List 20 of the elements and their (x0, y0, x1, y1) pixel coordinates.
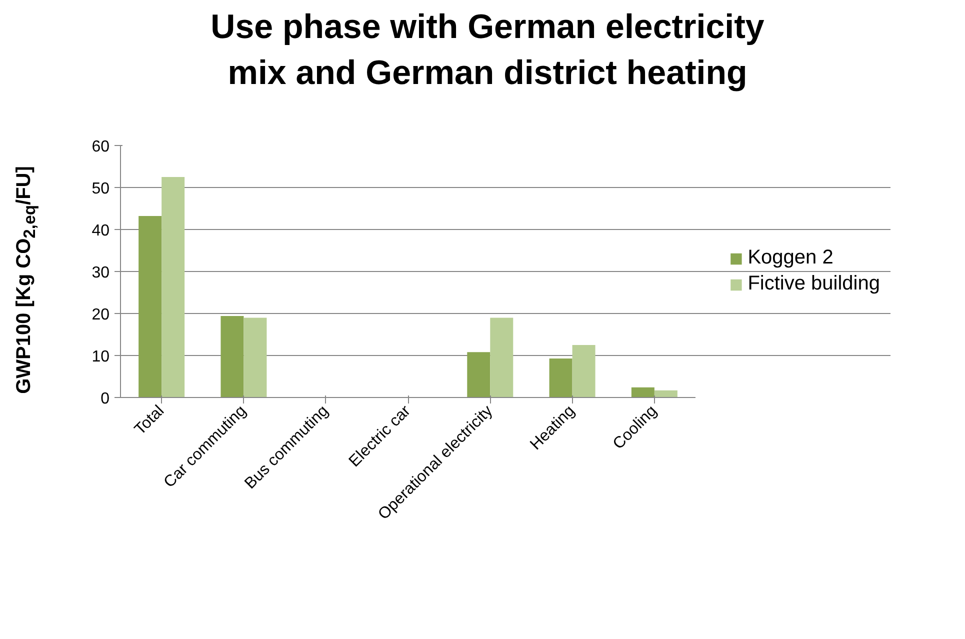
y-tick-label: 40 (92, 222, 110, 240)
y-tick-label: 10 (92, 348, 110, 366)
bar (654, 390, 678, 398)
y-tick-label: 50 (92, 180, 110, 198)
y-tick-label: 30 (92, 264, 110, 282)
bar (549, 358, 572, 398)
bar (490, 318, 514, 398)
chart-title: Use phase with German electricity mix and German district heating (210, 7, 766, 94)
bar (631, 387, 654, 398)
y-tick-label: 20 (92, 306, 110, 324)
legend-label: Koggen 2 (748, 246, 834, 270)
y-tick-label: 60 (92, 138, 110, 156)
bar (572, 345, 596, 398)
y-tick-label: 0 (100, 390, 110, 408)
bar (244, 318, 267, 398)
bar (467, 352, 490, 398)
bar (138, 216, 162, 398)
legend-label: Fictive building (748, 272, 880, 296)
bar (162, 177, 185, 398)
bar (220, 316, 244, 398)
